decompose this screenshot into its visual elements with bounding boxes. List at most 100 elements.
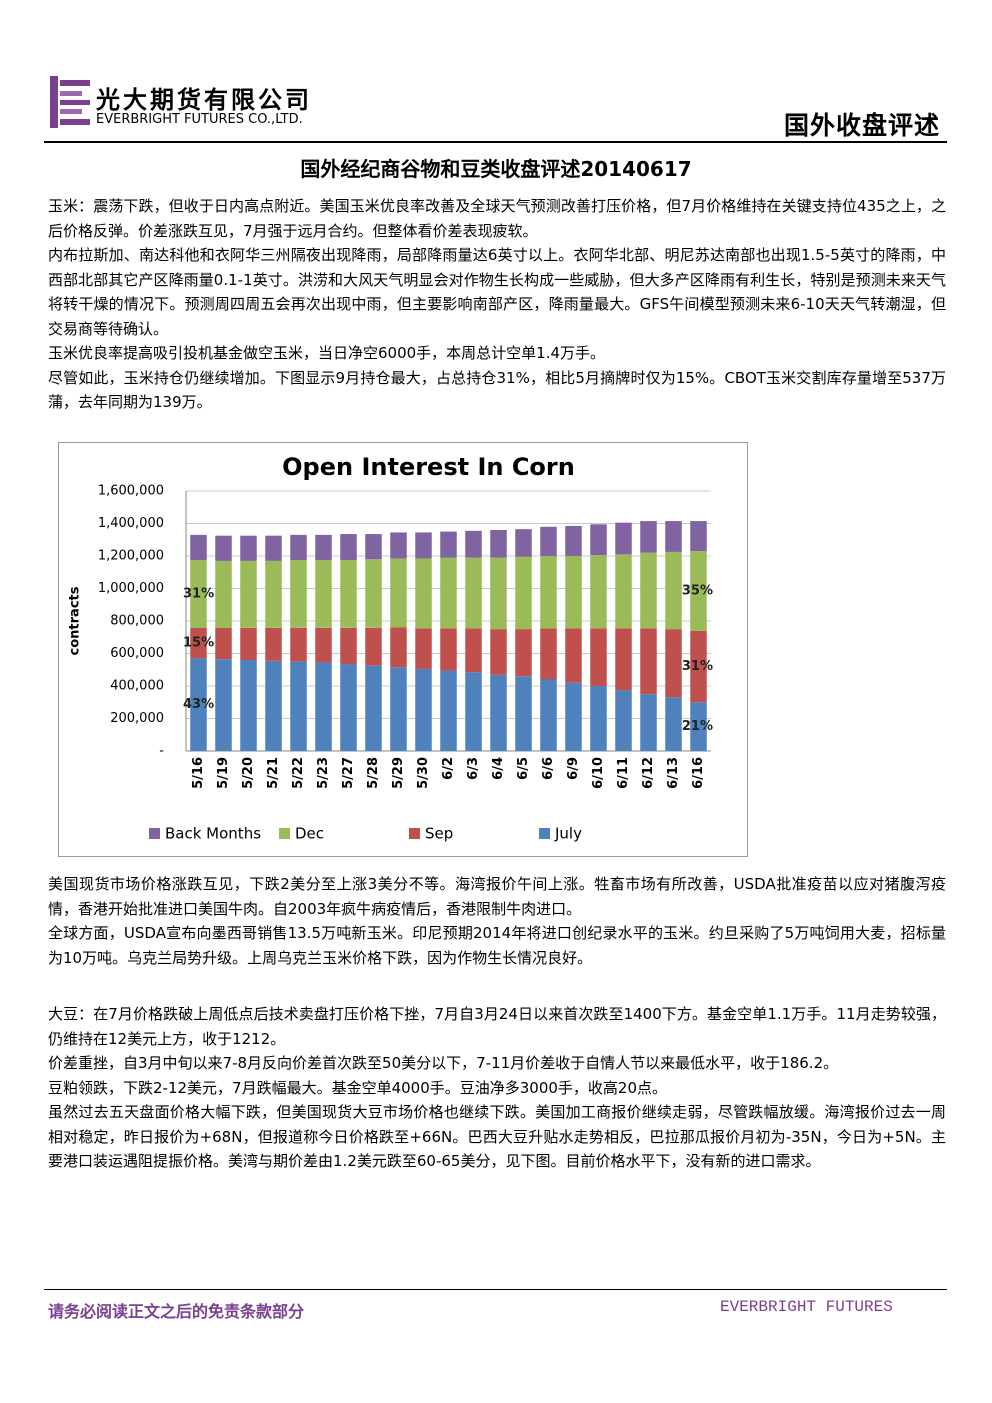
- paragraph: 玉米优良率提高吸引投机基金做空玉米，当日净空6000手，本周总计空单1.4万手。: [48, 344, 606, 362]
- x-tick-label: 6/10: [591, 757, 606, 789]
- section-title: 国外收盘评述: [784, 111, 941, 140]
- bar-segment: [690, 702, 707, 751]
- bar-segment: [340, 534, 357, 561]
- y-tick-label: 1,400,000: [98, 516, 164, 531]
- bar-segment: [690, 551, 707, 631]
- paragraph: 价差重挫，自3月中旬以来7-8月反向价差首次跌至50美分以下，7-11月价差收于…: [48, 1054, 839, 1072]
- legend-label: Back Months: [165, 825, 261, 843]
- bar-segment: [615, 628, 632, 691]
- x-tick-label: 5/22: [291, 757, 306, 789]
- bar-segment: [215, 535, 232, 561]
- y-tick-label: 1,200,000: [98, 549, 164, 564]
- bar-segment: [640, 521, 657, 553]
- header-rule: [44, 141, 947, 143]
- chart-box: Open Interest In Corn contracts - 200,000 40…: [58, 442, 748, 857]
- x-tick-label: 5/30: [416, 757, 431, 789]
- y-tick-label: 1,600,000: [98, 484, 164, 499]
- bar-segment: [515, 556, 532, 630]
- bar-segment: [540, 679, 557, 751]
- logo-mark: [50, 76, 90, 128]
- bar-segment: [665, 551, 682, 630]
- bar-segment: [265, 535, 282, 561]
- bar-segment: [315, 534, 332, 561]
- bar-segment: [190, 658, 207, 751]
- paragraph: 玉米：震荡下跌，但收于日内高点附近。美国玉米优良率改善及全球天气预测改善打压价格…: [48, 197, 946, 240]
- company-en: EVERBRIGHT FUTURES CO.,LTD.: [96, 112, 303, 127]
- bar-segment: [465, 628, 482, 673]
- x-tick-label: 5/28: [366, 757, 381, 789]
- x-tick-label: 6/9: [566, 757, 581, 780]
- y-tick-label: 1,000,000: [98, 581, 164, 596]
- bar-segment: [615, 554, 632, 629]
- bar-segment: [440, 557, 457, 629]
- annotation: 31%: [183, 587, 214, 602]
- x-tick-label: 5/29: [391, 757, 406, 789]
- legend-label: July: [554, 825, 582, 843]
- bar-segment: [415, 628, 432, 669]
- bar-segment: [365, 627, 382, 666]
- bar-segment: [565, 682, 582, 751]
- x-tick-label: 6/5: [516, 757, 531, 780]
- bar-segment: [315, 627, 332, 663]
- x-tick-label: 5/23: [316, 757, 331, 789]
- bar-segment: [215, 659, 232, 751]
- footer-rule: [44, 1289, 947, 1290]
- legend-swatch: [539, 828, 550, 839]
- annotation: 31%: [682, 659, 713, 674]
- bar-segment: [390, 627, 407, 668]
- x-tick-label: 6/6: [541, 757, 556, 780]
- bar-segment: [440, 531, 457, 558]
- bar-segment: [340, 627, 357, 665]
- bar-segment: [540, 628, 557, 680]
- bar-segment: [615, 522, 632, 555]
- bar-segment: [190, 627, 207, 659]
- bar-segment: [540, 526, 557, 556]
- bar-segment: [415, 668, 432, 751]
- bar-segment: [515, 529, 532, 557]
- annotation: 15%: [183, 636, 214, 651]
- footer-brand: EVERBRIGHT FUTURES: [720, 1298, 893, 1316]
- bar-segment: [640, 694, 657, 751]
- bar-segment: [590, 628, 607, 686]
- paragraph: 内布拉斯加、南达科他和衣阿华三州隔夜出现降雨，局部降雨量达6英寸以上。衣阿华北部…: [48, 246, 946, 338]
- x-tick-label: 6/16: [691, 757, 706, 789]
- paragraph: 大豆：在7月价格跌破上周低点后技术卖盘打压价格下挫，7月自3月24日以来首次跌至…: [48, 1005, 946, 1048]
- bar-segment: [290, 661, 307, 751]
- bar-segment: [565, 556, 582, 629]
- chart: Open Interest In Corn contracts - 200,000 40…: [68, 453, 714, 843]
- bar-segment: [440, 670, 457, 751]
- paragraph: 美国现货市场价格涨跌互见，下跌2美分至上涨3美分不等。海湾报价午间上涨。牲畜市场…: [48, 875, 946, 918]
- annotation: 35%: [682, 583, 713, 598]
- section-2: 美国现货市场价格涨跌互见，下跌2美分至上涨3美分不等。海湾报价午间上涨。牲畜市场…: [48, 872, 946, 970]
- paragraph: 虽然过去五天盘面价格大幅下跌，但美国现货大豆市场价格也继续下跌。美国加工商报价继…: [48, 1103, 946, 1170]
- bar-segment: [440, 628, 457, 671]
- bar-segment: [690, 521, 707, 552]
- legend-label: Sep: [425, 825, 453, 843]
- y-tick-label: 200,000: [110, 711, 164, 726]
- bar-segment: [315, 662, 332, 751]
- x-tick-label: 6/2: [441, 757, 456, 780]
- bar-segment: [465, 530, 482, 558]
- bar-segment: [465, 672, 482, 751]
- bar-segment: [465, 557, 482, 629]
- bar-segment: [390, 667, 407, 751]
- bar-segment: [415, 558, 432, 629]
- bar-segment: [240, 535, 257, 561]
- bar-segment: [365, 534, 382, 560]
- legend-label: Dec: [295, 825, 324, 843]
- bar-segment: [215, 560, 232, 628]
- annotation: 21%: [682, 719, 713, 734]
- chart-title: Open Interest In Corn: [282, 453, 575, 481]
- bar-segment: [490, 530, 507, 558]
- bar-segment: [590, 686, 607, 751]
- bar-segment: [615, 690, 632, 751]
- x-tick-label: 6/3: [466, 757, 481, 780]
- y-tick-label: -: [159, 744, 164, 759]
- company-cn: 光大期货有限公司: [96, 86, 312, 114]
- x-tick-label: 5/27: [341, 757, 356, 789]
- bar-segment: [290, 560, 307, 628]
- bar-segment: [590, 524, 607, 556]
- section-3: 大豆：在7月价格跌破上周低点后技术卖盘打压价格下挫，7月自3月24日以来首次跌至…: [48, 1002, 946, 1174]
- bar-segment: [490, 629, 507, 675]
